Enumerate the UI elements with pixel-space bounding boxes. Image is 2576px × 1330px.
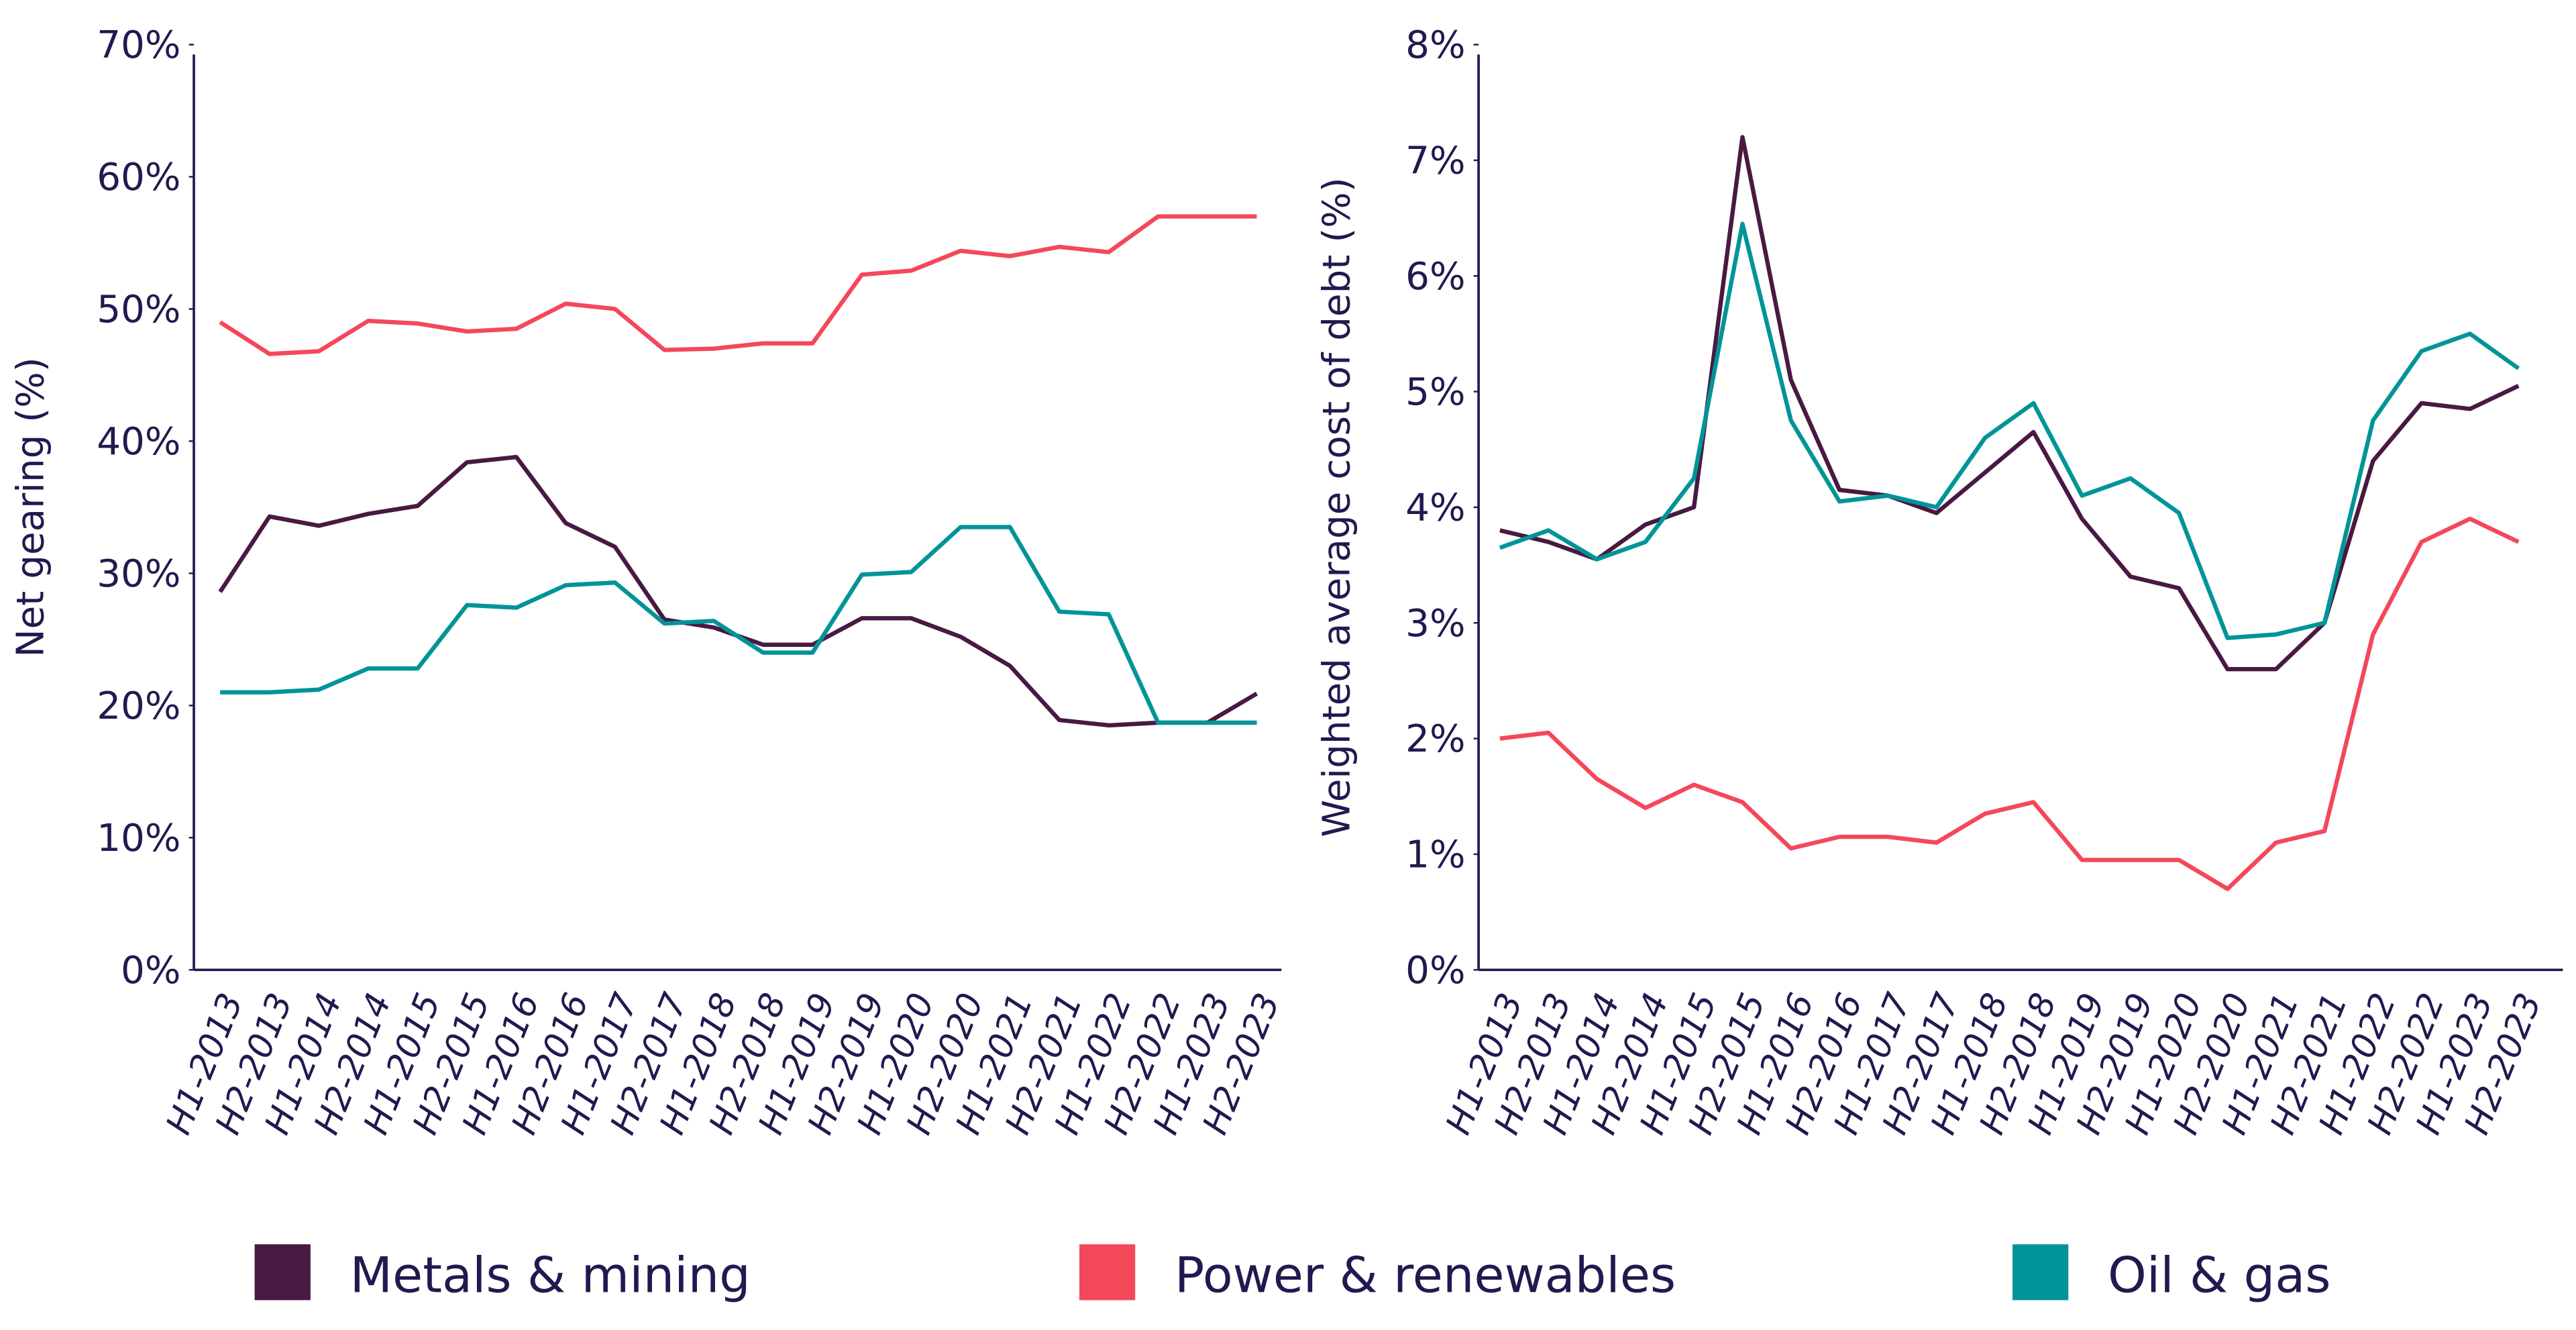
legend-swatch bbox=[1079, 1244, 1136, 1300]
y-tick-label: 6% bbox=[1405, 255, 1465, 299]
y-tick-label: 30% bbox=[97, 552, 180, 596]
series-line bbox=[218, 454, 1258, 728]
series-line bbox=[219, 214, 1257, 356]
series-line bbox=[1499, 516, 2520, 891]
y-tick-label: 3% bbox=[1405, 602, 1465, 646]
legend-label: Metals & mining bbox=[350, 1247, 751, 1304]
legend-swatch bbox=[254, 1244, 311, 1300]
y-tick-label: 0% bbox=[121, 949, 180, 992]
series-line bbox=[220, 525, 1257, 725]
series-line bbox=[1499, 135, 2520, 672]
y-tick-label: 60% bbox=[97, 156, 180, 199]
y-tick-label: 4% bbox=[1405, 486, 1465, 529]
y-tick-label: 8% bbox=[1405, 23, 1465, 67]
y-axis-title: Weighted average cost of debt (%) bbox=[1316, 177, 1359, 837]
y-tick-label: 10% bbox=[97, 817, 180, 860]
y-tick-label: 40% bbox=[97, 420, 180, 464]
y-tick-label: 50% bbox=[97, 288, 180, 331]
y-tick-label: 1% bbox=[1405, 833, 1465, 877]
y-tick-label: 2% bbox=[1405, 717, 1465, 761]
y-tick-label: 20% bbox=[97, 684, 180, 728]
y-tick-label: 5% bbox=[1405, 370, 1465, 414]
series-line bbox=[1499, 221, 2520, 640]
y-tick-label: 7% bbox=[1405, 139, 1465, 183]
legend-label: Oil & gas bbox=[2108, 1247, 2331, 1304]
y-tick-label: 70% bbox=[97, 23, 180, 67]
y-tick-label: 0% bbox=[1405, 949, 1465, 992]
legend-label: Power & renewables bbox=[1175, 1247, 1676, 1304]
legend-swatch bbox=[2012, 1244, 2069, 1300]
y-axis-title: Net gearing (%) bbox=[9, 357, 53, 657]
